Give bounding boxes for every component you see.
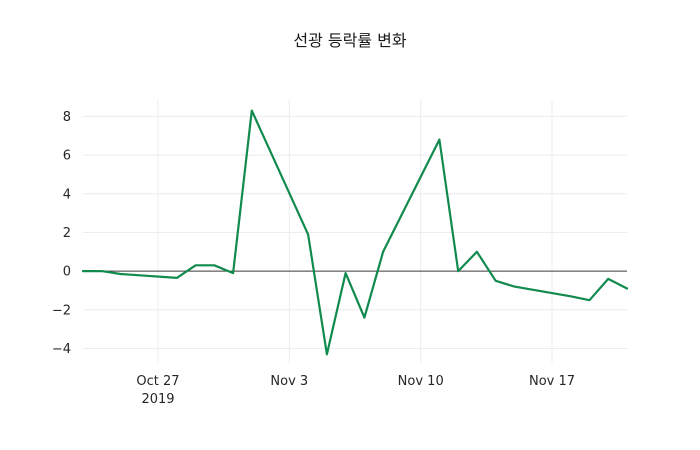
x-tick-sublabel: 2019	[141, 392, 174, 407]
y-tick-label: −4	[52, 342, 71, 357]
y-tick-label: 0	[63, 265, 71, 280]
y-tick-label: −2	[52, 303, 71, 318]
y-tick-label: 8	[63, 110, 71, 125]
chart-title: 선광 등락률 변화	[293, 31, 407, 50]
y-tick-label: 6	[63, 149, 71, 164]
x-tick-label: Oct 27	[136, 374, 179, 389]
y-tick-label: 4	[63, 187, 71, 202]
x-tick-label: Nov 10	[398, 374, 444, 389]
data-series-line	[81, 109, 629, 356]
x-tick-label: Nov 3	[270, 374, 308, 389]
x-tick-label: Nov 17	[529, 374, 575, 389]
y-tick-label: 2	[63, 226, 71, 241]
